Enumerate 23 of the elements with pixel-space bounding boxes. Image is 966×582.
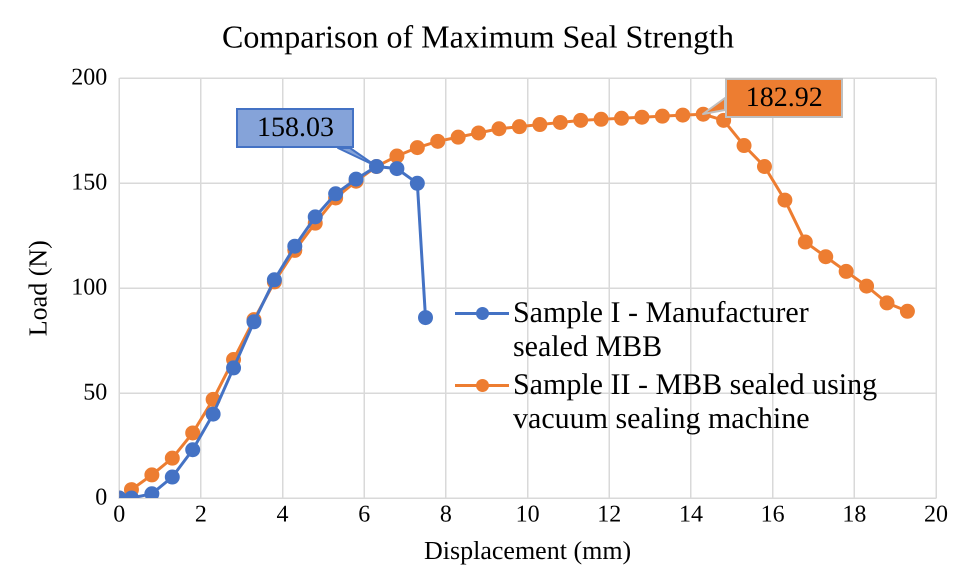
x-tick-label: 6: [358, 502, 370, 528]
y-axis-title: Load (N): [23, 240, 52, 336]
y-tick-label: 150: [71, 170, 108, 196]
legend-label: Sample II - MBB sealed using vacuum sealing machine: [513, 368, 878, 436]
x-tick-label: 4: [276, 502, 289, 528]
x-tick-label: 8: [440, 502, 452, 528]
legend-label: Sample I - Manufacturer sealed MBB: [513, 296, 810, 364]
x-tick-label: 18: [842, 502, 866, 528]
y-tick-label: 0: [95, 484, 108, 510]
annotation: 158.03: [236, 108, 354, 148]
x-tick-label: 20: [924, 502, 948, 528]
y-tick-label: 100: [71, 274, 108, 300]
y-tick-label: 50: [83, 379, 108, 406]
x-tick-label: 2: [194, 502, 207, 528]
x-tick-label: 16: [760, 502, 785, 528]
x-axis-title: Displacement (mm): [424, 536, 632, 566]
annotation: 182.92: [725, 78, 844, 118]
x-tick-label: 12: [597, 502, 622, 528]
x-tick-label: 0: [113, 502, 126, 528]
x-tick-label: 10: [516, 502, 540, 528]
chart-title: Comparison of Maximum Seal Strength: [222, 18, 734, 55]
y-tick-label: 200: [71, 64, 108, 91]
x-tick-label: 14: [678, 502, 703, 528]
